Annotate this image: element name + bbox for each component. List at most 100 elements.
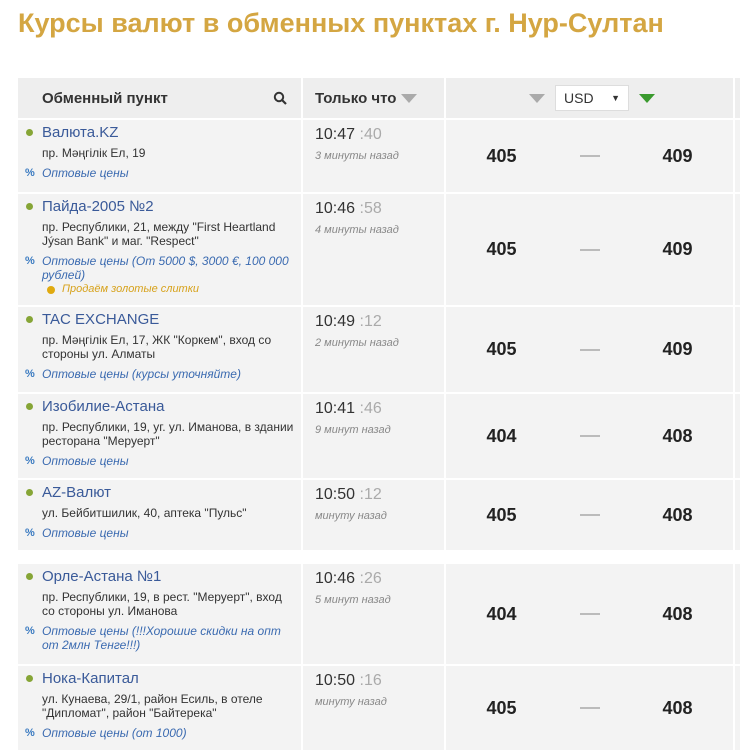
sell-rate: 409 <box>662 339 693 359</box>
sell-rate: 409 <box>662 239 693 259</box>
percent-icon: % <box>25 527 35 539</box>
update-ago: минуту назад <box>315 510 387 522</box>
time-cell: 10:50 :16 минуту назад <box>303 666 446 750</box>
percent-icon: % <box>25 255 35 267</box>
exchange-address: пр. Республики, 21, между "First Heartla… <box>42 220 276 248</box>
rate-separator <box>579 613 600 615</box>
time-cell: 10:41 :46 9 минут назад <box>303 394 446 478</box>
table-row: Валюта.KZ пр. Мәңгілік Ел, 19 % Оптовые ц… <box>18 120 740 194</box>
table-row: Пайда-2005 №2 пр. Республики, 21, между … <box>18 194 740 307</box>
wholesale-text: Оптовые цены (!!!Хорошие скидки на опт о… <box>42 624 281 652</box>
update-seconds: :40 <box>359 126 382 143</box>
exchange-address: пр. Мәңгілік Ел, 17, ЖК "Коркем", вход с… <box>42 333 272 361</box>
update-time: 10:41 <box>315 400 356 417</box>
sell-rate: 408 <box>662 603 693 624</box>
exchange-name-link[interactable]: Валюта.KZ <box>24 124 295 141</box>
update-time: 10:49 <box>315 313 356 330</box>
percent-icon: % <box>25 727 35 739</box>
sell-rate: 409 <box>662 145 693 166</box>
update-ago: минуту назад <box>315 696 387 708</box>
exchange-cell: Изобилие-Астана пр. Республики, 19, уг. … <box>18 394 303 478</box>
table-header: Обменный пункт Только что USD ▼ <box>18 78 740 120</box>
rate-column-header: USD ▼ <box>446 78 735 118</box>
update-time: 10:50 <box>315 486 356 503</box>
wholesale-link[interactable]: % Оптовые цены <box>24 166 295 180</box>
percent-icon: % <box>25 455 35 467</box>
exchange-cell: Орле-Астана №1 пр. Республики, 19, в рес… <box>18 564 303 664</box>
rate-cell: 405 409 <box>446 120 735 192</box>
update-ago: 3 минуты назад <box>315 150 399 162</box>
wholesale-text: Оптовые цены <box>42 454 129 468</box>
wholesale-link[interactable]: % Оптовые цены <box>24 526 295 540</box>
exchange-cell: AZ-Валют ул. Бейбитшилик, 40, аптека "Пу… <box>18 480 303 550</box>
exchange-name: Пайда-2005 №2 <box>42 198 154 215</box>
exchange-column-header[interactable]: Обменный пункт <box>18 78 303 118</box>
rate-cell: 405 409 <box>446 194 735 305</box>
search-icon[interactable] <box>273 91 287 105</box>
rate-cell: 404 408 <box>446 564 735 664</box>
wholesale-link[interactable]: % Оптовые цены (От 5000 $, 3000 €, 100 00… <box>24 254 295 282</box>
wholesale-link[interactable]: % Оптовые цены (!!!Хорошие скидки на опт … <box>24 624 295 652</box>
rate-separator <box>579 514 600 516</box>
rate-separator <box>579 435 600 437</box>
exchange-address: пр. Республики, 19, уг. ул. Иманова, в з… <box>42 420 294 448</box>
wholesale-link[interactable]: % Оптовые цены <box>24 454 295 468</box>
exchange-name: Валюта.KZ <box>42 124 119 141</box>
table-row: Нока-Капитал ул. Кунаева, 29/1, район Ес… <box>18 666 740 752</box>
buy-rate: 405 <box>486 697 517 718</box>
table-row: Изобилие-Астана пр. Республики, 19, уг. … <box>18 394 740 480</box>
time-column-header[interactable]: Только что <box>303 78 446 118</box>
dropdown-arrow-icon: ▼ <box>611 93 620 103</box>
update-seconds: :26 <box>359 570 382 587</box>
sort-sell-icon[interactable] <box>639 93 655 103</box>
update-seconds: :46 <box>359 400 382 417</box>
status-dot-icon <box>26 573 33 580</box>
exchange-name-link[interactable]: Пайда-2005 №2 <box>24 198 295 215</box>
currency-value: USD <box>564 90 594 106</box>
time-header-label: Только что <box>315 89 397 107</box>
status-dot-icon <box>26 403 33 410</box>
wholesale-link[interactable]: % Оптовые цены (курсы уточняйте) <box>24 367 295 381</box>
time-cell: 10:46 :58 4 минуты назад <box>303 194 446 305</box>
sort-buy-icon[interactable] <box>529 93 545 103</box>
exchange-name: Орле-Астана №1 <box>42 568 162 585</box>
buy-rate: 404 <box>486 425 517 446</box>
wholesale-text: Оптовые цены (курсы уточняйте) <box>42 367 241 381</box>
rate-separator <box>579 248 600 251</box>
status-dot-icon <box>26 129 33 136</box>
wholesale-link[interactable]: % Оптовые цены (от 1000) <box>24 726 295 740</box>
status-dot-icon <box>26 675 33 682</box>
exchange-name-link[interactable]: Изобилие-Астана <box>24 398 295 415</box>
exchange-cell: Нока-Капитал ул. Кунаева, 29/1, район Ес… <box>18 666 303 750</box>
wholesale-text: Оптовые цены (От 5000 $, 3000 €, 100 000… <box>42 254 289 282</box>
currency-select[interactable]: USD ▼ <box>555 85 629 111</box>
time-cell: 10:47 :40 3 минуты назад <box>303 120 446 192</box>
update-time: 10:46 <box>315 200 356 217</box>
status-dot-icon <box>26 316 33 323</box>
exchange-cell: Валюта.KZ пр. Мәңгілік Ел, 19 % Оптовые ц… <box>18 120 303 192</box>
update-ago: 2 минуты назад <box>315 337 399 349</box>
exchange-name-link[interactable]: Нока-Капитал <box>24 670 295 687</box>
update-seconds: :12 <box>359 313 382 330</box>
exchange-cell: TAC EXCHANGE пр. Мәңгілік Ел, 17, ЖК "Ко… <box>18 307 303 392</box>
exchange-name-link[interactable]: Орле-Астана №1 <box>24 568 295 585</box>
rate-separator <box>579 155 600 157</box>
sell-rate: 408 <box>662 504 693 525</box>
buy-rate: 405 <box>486 239 517 259</box>
update-seconds: :58 <box>359 200 382 217</box>
time-cell: 10:49 :12 2 минуты назад <box>303 307 446 392</box>
time-cell: 10:50 :12 минуту назад <box>303 480 446 550</box>
exchange-name-link[interactable]: AZ-Валют <box>24 484 295 501</box>
exchange-name-link[interactable]: TAC EXCHANGE <box>24 311 295 328</box>
table-row: TAC EXCHANGE пр. Мәңгілік Ел, 17, ЖК "Ко… <box>18 307 740 394</box>
wholesale-text: Оптовые цены (от 1000) <box>42 726 187 740</box>
update-time: 10:50 <box>315 672 356 689</box>
exchange-name: Изобилие-Астана <box>42 398 165 415</box>
gold-note: Продаём золотые слитки <box>24 283 295 295</box>
exchange-address: ул. Кунаева, 29/1, район Есиль, в отеле … <box>42 692 263 720</box>
percent-icon: % <box>25 625 35 637</box>
sell-rate: 408 <box>662 697 693 718</box>
buy-rate: 404 <box>486 603 517 624</box>
table-row: Орле-Астана №1 пр. Республики, 19, в рес… <box>18 564 740 666</box>
rate-separator <box>579 707 600 709</box>
